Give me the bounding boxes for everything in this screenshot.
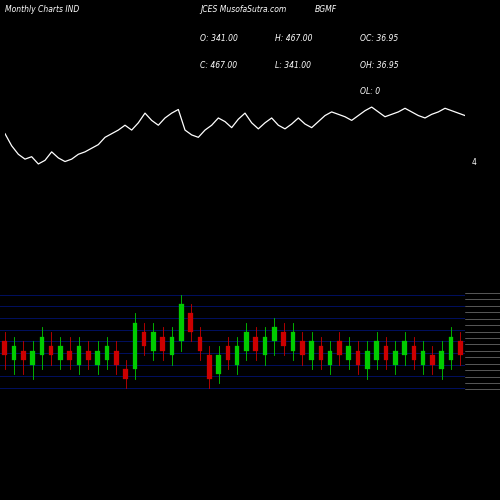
Text: 4: 4: [472, 158, 477, 167]
Text: JCES MusofaSutra.com: JCES MusofaSutra.com: [200, 4, 286, 14]
Bar: [365, 350, 370, 369]
Bar: [412, 346, 416, 360]
Bar: [96, 350, 100, 364]
Bar: [170, 336, 174, 355]
Bar: [30, 350, 35, 364]
Bar: [123, 369, 128, 378]
Bar: [142, 332, 146, 346]
Bar: [402, 341, 407, 355]
Bar: [76, 346, 82, 364]
Bar: [272, 328, 276, 341]
Bar: [216, 355, 221, 374]
Text: OC: 36.95: OC: 36.95: [360, 34, 398, 43]
Bar: [179, 304, 184, 341]
Bar: [40, 336, 44, 355]
Bar: [235, 346, 240, 364]
Bar: [104, 346, 110, 360]
Text: C: 467.00: C: 467.00: [200, 61, 237, 70]
Bar: [151, 332, 156, 350]
Bar: [21, 350, 25, 360]
Bar: [328, 350, 332, 364]
Bar: [374, 341, 379, 360]
Bar: [58, 346, 63, 360]
Bar: [86, 350, 90, 360]
Bar: [254, 336, 258, 350]
Text: OH: 36.95: OH: 36.95: [360, 61, 399, 70]
Bar: [282, 332, 286, 346]
Text: H: 467.00: H: 467.00: [275, 34, 312, 43]
Bar: [440, 350, 444, 369]
Text: O: 341.00: O: 341.00: [200, 34, 238, 43]
Bar: [226, 346, 230, 360]
Bar: [188, 314, 193, 332]
Bar: [430, 355, 435, 364]
Text: L: 341.00: L: 341.00: [275, 61, 311, 70]
Text: Monthly Charts IND: Monthly Charts IND: [5, 4, 79, 14]
Bar: [49, 346, 54, 355]
Bar: [421, 350, 426, 364]
Bar: [207, 355, 212, 378]
Bar: [114, 350, 118, 364]
Bar: [346, 346, 351, 360]
Bar: [337, 341, 342, 355]
Bar: [2, 341, 7, 355]
Bar: [458, 341, 462, 355]
Bar: [198, 336, 202, 350]
Text: OL: 0: OL: 0: [360, 88, 380, 96]
Bar: [309, 341, 314, 360]
Bar: [318, 346, 323, 360]
Bar: [393, 350, 398, 364]
Bar: [448, 336, 454, 360]
Bar: [290, 332, 296, 350]
Bar: [68, 350, 72, 360]
Bar: [160, 336, 165, 350]
Bar: [356, 350, 360, 364]
Bar: [132, 322, 137, 369]
Bar: [244, 332, 249, 350]
Text: BGMF: BGMF: [315, 4, 337, 14]
Bar: [300, 341, 304, 355]
Bar: [12, 346, 16, 360]
Bar: [384, 346, 388, 360]
Bar: [262, 336, 268, 355]
